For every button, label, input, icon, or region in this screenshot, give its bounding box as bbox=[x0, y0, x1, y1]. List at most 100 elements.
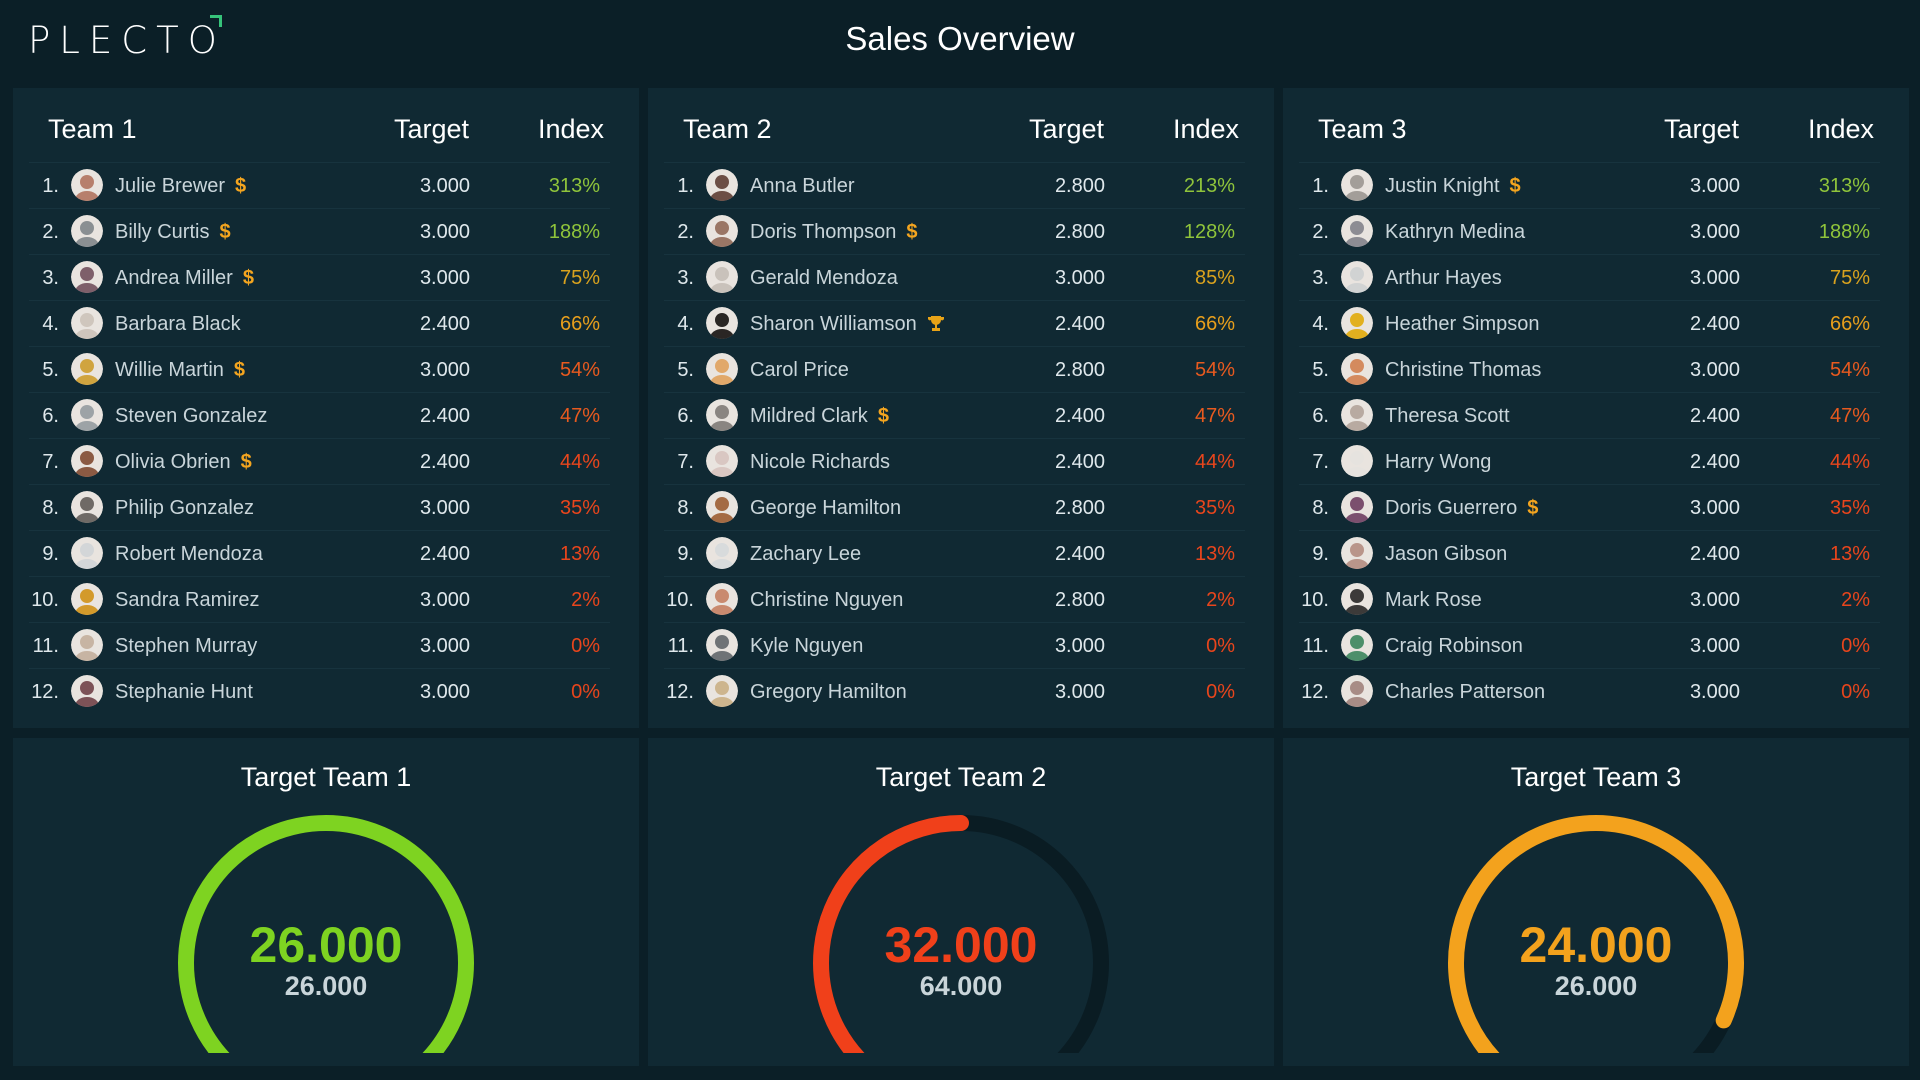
person-name[interactable]: Craig Robinson bbox=[1385, 635, 1523, 658]
person-name[interactable]: Robert Mendoza bbox=[115, 543, 263, 566]
index-value: 0% bbox=[1206, 635, 1235, 657]
index-value: 213% bbox=[1183, 175, 1235, 197]
table-row[interactable]: 7. Nicole Richards 2.400 44% bbox=[664, 438, 1245, 484]
person-name[interactable]: Barbara Black bbox=[115, 313, 241, 336]
leaderboard-list: 1. Justin Knight $3.000 313% 2. Kathryn Medin… bbox=[1299, 162, 1880, 714]
person-name[interactable]: Theresa Scott bbox=[1385, 405, 1510, 428]
person-name[interactable]: Kathryn Medina bbox=[1385, 221, 1525, 244]
avatar bbox=[71, 629, 103, 661]
table-row[interactable]: 3. Gerald Mendoza 3.000 85% bbox=[664, 254, 1245, 300]
table-row[interactable]: 12. Stephanie Hunt 3.000 0% bbox=[29, 668, 610, 714]
table-row[interactable]: 8. Philip Gonzalez 3.000 35% bbox=[29, 484, 610, 530]
target-value: 3.000 bbox=[419, 589, 470, 611]
person-name[interactable]: Gerald Mendoza bbox=[750, 267, 898, 290]
table-row[interactable]: 4. Barbara Black 2.400 66% bbox=[29, 300, 610, 346]
table-row[interactable]: 9. Jason Gibson 2.400 13% bbox=[1299, 530, 1880, 576]
table-row[interactable]: 11. Craig Robinson 3.000 0% bbox=[1299, 622, 1880, 668]
table-row[interactable]: 1. Julie Brewer $3.000 313% bbox=[29, 162, 610, 208]
table-row[interactable]: 7. Olivia Obrien $2.400 44% bbox=[29, 438, 610, 484]
person-name[interactable]: Harry Wong bbox=[1385, 451, 1491, 474]
person-name[interactable]: Sandra Ramirez bbox=[115, 589, 260, 612]
person-name[interactable]: Zachary Lee bbox=[750, 543, 861, 566]
gauge-title: Target Team 2 bbox=[875, 762, 1047, 792]
index-value: 54% bbox=[1829, 359, 1870, 381]
target-value: 3.000 bbox=[419, 267, 470, 289]
person-name[interactable]: Nicole Richards bbox=[750, 451, 890, 474]
table-row[interactable]: 2. Doris Thompson $2.800 128% bbox=[664, 208, 1245, 254]
table-row[interactable]: 6. Steven Gonzalez 2.400 47% bbox=[29, 392, 610, 438]
person-name-text: Doris Guerrero bbox=[1385, 497, 1518, 519]
person-name[interactable]: Sharon Williamson bbox=[750, 313, 945, 336]
person-name[interactable]: Olivia Obrien $ bbox=[115, 451, 252, 474]
table-row[interactable]: 10. Christine Nguyen 2.800 2% bbox=[664, 576, 1245, 622]
table-row[interactable]: 12. Charles Patterson 3.000 0% bbox=[1299, 668, 1880, 714]
rank-number: 6. bbox=[677, 405, 694, 427]
table-row[interactable]: 6. Mildred Clark $2.400 47% bbox=[664, 392, 1245, 438]
target-value: 2.400 bbox=[419, 451, 470, 473]
index-value: 75% bbox=[559, 267, 600, 289]
table-row[interactable]: 6. Theresa Scott 2.400 47% bbox=[1299, 392, 1880, 438]
target-value: 3.000 bbox=[419, 681, 470, 703]
person-name[interactable]: Stephanie Hunt bbox=[115, 681, 253, 704]
rank-number: 4. bbox=[42, 313, 59, 335]
table-row[interactable]: 5. Carol Price 2.800 54% bbox=[664, 346, 1245, 392]
table-row[interactable]: 12. Gregory Hamilton 3.000 0% bbox=[664, 668, 1245, 714]
person-name[interactable]: Christine Thomas bbox=[1385, 359, 1541, 382]
person-name[interactable]: Heather Simpson bbox=[1385, 313, 1540, 336]
person-name[interactable]: Stephen Murray bbox=[115, 635, 257, 658]
person-name[interactable]: Justin Knight $ bbox=[1385, 175, 1521, 198]
person-name[interactable]: Charles Patterson bbox=[1385, 681, 1545, 704]
person-name[interactable]: Billy Curtis $ bbox=[115, 221, 231, 244]
person-name[interactable]: Doris Guerrero $ bbox=[1385, 497, 1538, 520]
person-name[interactable]: George Hamilton bbox=[750, 497, 901, 520]
person-name[interactable]: Arthur Hayes bbox=[1385, 267, 1502, 290]
table-row[interactable]: 1. Justin Knight $3.000 313% bbox=[1299, 162, 1880, 208]
dollar-icon: $ bbox=[233, 359, 246, 381]
table-row[interactable]: 3. Andrea Miller $3.000 75% bbox=[29, 254, 610, 300]
table-row[interactable]: 4. Heather Simpson 2.400 66% bbox=[1299, 300, 1880, 346]
table-row[interactable]: 4. Sharon Williamson 2.400 66% bbox=[664, 300, 1245, 346]
person-name[interactable]: Anna Butler bbox=[750, 175, 855, 198]
person-name[interactable]: Philip Gonzalez bbox=[115, 497, 254, 520]
person-name[interactable]: Jason Gibson bbox=[1385, 543, 1507, 566]
table-row[interactable]: 8. George Hamilton 2.800 35% bbox=[664, 484, 1245, 530]
table-row[interactable]: 11. Stephen Murray 3.000 0% bbox=[29, 622, 610, 668]
person-name[interactable]: Gregory Hamilton bbox=[750, 681, 907, 704]
table-row[interactable]: 9. Robert Mendoza 2.400 13% bbox=[29, 530, 610, 576]
index-value: 0% bbox=[571, 681, 600, 703]
gauge-progress-arc bbox=[1448, 815, 1745, 1053]
table-row[interactable]: 5. Christine Thomas 3.000 54% bbox=[1299, 346, 1880, 392]
table-row[interactable]: 7. Harry Wong 2.400 44% bbox=[1299, 438, 1880, 484]
person-name[interactable]: Mildred Clark $ bbox=[750, 405, 889, 428]
table-row[interactable]: 10. Sandra Ramirez 3.000 2% bbox=[29, 576, 610, 622]
person-name[interactable]: Christine Nguyen bbox=[750, 589, 903, 612]
rank-number: 9. bbox=[677, 543, 694, 565]
gauge-panel-3: Target Team 3 24.000 26.000 bbox=[1283, 738, 1909, 1066]
person-name[interactable]: Mark Rose bbox=[1385, 589, 1482, 612]
target-value: 3.000 bbox=[1689, 267, 1740, 289]
target-value: 3.000 bbox=[1054, 681, 1105, 703]
table-row[interactable]: 8. Doris Guerrero $3.000 35% bbox=[1299, 484, 1880, 530]
table-row[interactable]: 2. Kathryn Medina 3.000 188% bbox=[1299, 208, 1880, 254]
index-value: 2% bbox=[1206, 589, 1235, 611]
table-row[interactable]: 10. Mark Rose 3.000 2% bbox=[1299, 576, 1880, 622]
table-row[interactable]: 5. Willie Martin $3.000 54% bbox=[29, 346, 610, 392]
table-row[interactable]: 11. Kyle Nguyen 3.000 0% bbox=[664, 622, 1245, 668]
table-row[interactable]: 9. Zachary Lee 2.400 13% bbox=[664, 530, 1245, 576]
person-name-text: Kyle Nguyen bbox=[750, 635, 864, 657]
person-name[interactable]: Andrea Miller $ bbox=[115, 267, 254, 290]
table-row[interactable]: 1. Anna Butler 2.800 213% bbox=[664, 162, 1245, 208]
top-bar: PLECT O Sales Overview bbox=[0, 0, 1920, 86]
avatar bbox=[71, 261, 103, 293]
person-name-text: Mildred Clark bbox=[750, 405, 868, 427]
person-name[interactable]: Carol Price bbox=[750, 359, 849, 382]
person-name[interactable]: Steven Gonzalez bbox=[115, 405, 267, 428]
person-name[interactable]: Doris Thompson $ bbox=[750, 221, 917, 244]
person-name[interactable]: Willie Martin $ bbox=[115, 359, 245, 382]
person-name-text: Charles Patterson bbox=[1385, 681, 1546, 703]
person-name[interactable]: Kyle Nguyen bbox=[750, 635, 863, 658]
person-name[interactable]: Julie Brewer $ bbox=[115, 175, 246, 198]
table-row[interactable]: 3. Arthur Hayes 3.000 75% bbox=[1299, 254, 1880, 300]
target-value: 3.000 bbox=[1689, 359, 1740, 381]
table-row[interactable]: 2. Billy Curtis $3.000 188% bbox=[29, 208, 610, 254]
